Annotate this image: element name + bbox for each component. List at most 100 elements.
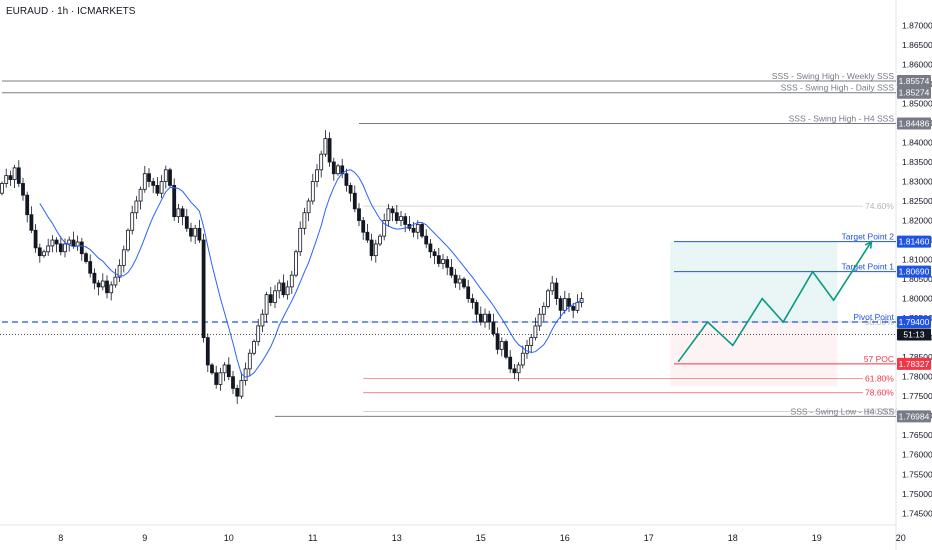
candle-body (180, 208, 185, 218)
candle-body (571, 306, 576, 311)
candle-body (67, 239, 72, 245)
price-badge (897, 75, 931, 88)
candle-body (197, 227, 202, 241)
fib-label: 50.00% (865, 317, 894, 327)
candle-body (365, 231, 370, 241)
y-tick-label: 1.83000 (902, 177, 932, 187)
candle-body (168, 169, 172, 186)
candle-body (478, 313, 483, 323)
candle-body (567, 298, 571, 307)
fib-label: 100.00% (865, 406, 899, 416)
level-label: SSS - Swing High - Daily SSS (781, 83, 895, 93)
candle-body (210, 364, 214, 374)
candle-body (453, 274, 458, 284)
candle-body (218, 372, 223, 385)
candle-body (96, 282, 101, 288)
candle-body (16, 167, 21, 184)
y-tick-label: 1.81000 (902, 255, 932, 265)
candle-body (357, 208, 361, 221)
candle-body (235, 387, 240, 397)
price-badge-text: 1.80690 (899, 267, 930, 277)
candle-body (256, 325, 261, 342)
x-tick-label: 8 (58, 533, 63, 543)
candle-body (222, 364, 227, 374)
candle-body (579, 298, 584, 303)
price-badge-text: 1.84486 (899, 119, 930, 129)
candle-body (252, 341, 256, 354)
stop-zone (670, 322, 838, 387)
price-badge-text: 1.76984 (899, 411, 930, 421)
candle-body (415, 224, 420, 233)
candle-body (0, 183, 4, 194)
y-tick-label: 1.78500 (902, 352, 932, 362)
candle-body (508, 356, 513, 370)
candle-body (352, 192, 357, 210)
candle-body (151, 181, 156, 186)
candle-body (126, 229, 130, 251)
candle-body (29, 214, 34, 231)
level-label: SSS - Swing Low - H4 SSS (791, 406, 895, 416)
candle-body (483, 313, 487, 323)
candle-body (369, 239, 374, 257)
candle-body (4, 175, 9, 184)
candle-body (147, 173, 151, 182)
price-badge (897, 316, 931, 329)
candle-body (134, 200, 139, 214)
candle-body (449, 266, 454, 276)
projection-arrowhead (864, 240, 873, 249)
x-tick-label: 11 (308, 533, 317, 543)
candle-body (319, 153, 324, 171)
candle-body (273, 290, 277, 303)
price-badge-text: 1.85274 (899, 88, 930, 98)
candle-body (411, 227, 416, 233)
candle-body (336, 165, 340, 175)
candle-body (92, 272, 97, 284)
candle-body (390, 208, 395, 214)
x-tick-label: 19 (812, 533, 822, 543)
candle-body (189, 227, 193, 237)
candle-body (310, 181, 315, 202)
candle-body (562, 298, 567, 311)
candle-body (121, 249, 126, 266)
price-badge (897, 235, 931, 248)
candle-body (42, 251, 46, 257)
y-tick-label: 1.87000 (902, 20, 932, 30)
candle-body (50, 239, 55, 247)
candle-body (504, 341, 508, 358)
candle-body (113, 276, 118, 286)
level-label: Pivot Point (853, 312, 894, 322)
level-label: SSS - Swing High - H4 SSS (789, 114, 895, 124)
y-tick-label: 1.83500 (902, 157, 932, 167)
candle-body (79, 241, 84, 255)
fib-label: 78.60% (865, 388, 894, 398)
candle-body (63, 243, 67, 253)
candle-body (541, 306, 546, 315)
candle-body (424, 235, 429, 245)
candle-body (12, 167, 17, 180)
candle-body (71, 239, 76, 247)
candle-body (289, 274, 294, 288)
x-tick-label: 9 (142, 533, 147, 543)
price-badge-text: 1.81460 (899, 237, 930, 247)
candle-body (382, 220, 387, 237)
y-tick-label: 1.76500 (902, 430, 932, 440)
x-tick-label: 16 (560, 533, 570, 543)
candle-body (193, 227, 198, 237)
level-label: 57 POC (864, 354, 894, 364)
candle-body (138, 188, 143, 202)
candle-body (550, 282, 555, 292)
price-badge (897, 357, 931, 370)
price-badge-text: 1.79400 (899, 317, 930, 327)
candle-body (84, 253, 88, 262)
candle-body (54, 239, 59, 245)
candle-body (243, 368, 248, 381)
candle-body (533, 325, 538, 339)
candle-body (75, 241, 80, 247)
candle-body (142, 173, 147, 190)
candle-body (58, 243, 63, 253)
candle-body (487, 313, 492, 323)
candle-body (25, 194, 30, 216)
candle-body (239, 380, 244, 397)
candle-body (575, 302, 580, 311)
level-label: Target Point 2 (842, 232, 895, 242)
